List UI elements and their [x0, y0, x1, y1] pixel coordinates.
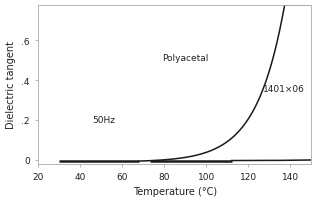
Text: 1401×06: 1401×06 — [263, 84, 305, 93]
Y-axis label: Dielectric tangent: Dielectric tangent — [6, 41, 16, 128]
Text: Polyacetal: Polyacetal — [162, 54, 209, 63]
X-axis label: Temperature (°C): Temperature (°C) — [133, 186, 217, 197]
Text: 50Hz: 50Hz — [93, 116, 116, 125]
